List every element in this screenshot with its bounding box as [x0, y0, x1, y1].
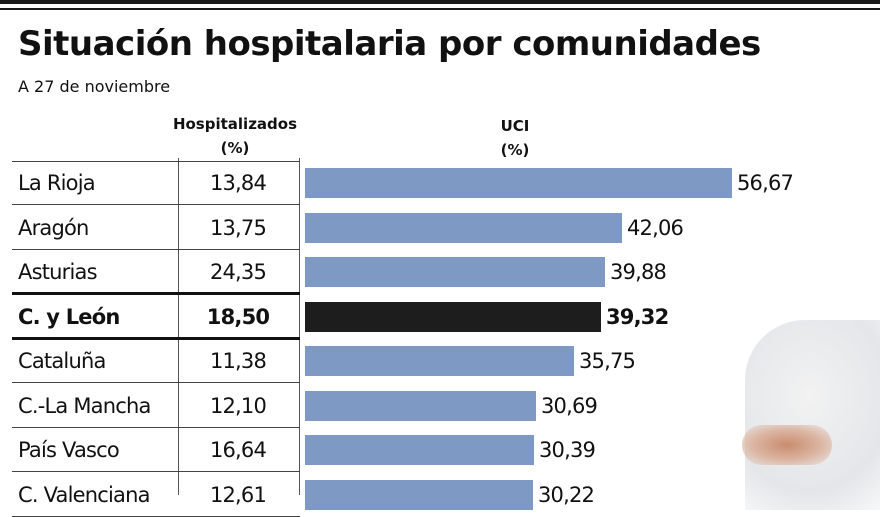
background-photo: [745, 320, 880, 510]
row-separator: [12, 515, 300, 517]
hospitalized-value: 11,38: [209, 349, 267, 373]
hospitalized-value: 12,10: [209, 393, 267, 418]
uci-value-label: 56,67: [737, 171, 794, 195]
uci-value-label: 39,32: [606, 304, 669, 329]
table-row: C. y León 18,50: [12, 295, 300, 340]
hospitalized-value: 18,50: [206, 304, 270, 329]
uci-bar: [305, 435, 534, 465]
category-label: Cataluña: [18, 349, 106, 373]
row-separator: [12, 292, 300, 295]
column-divider-right: [299, 158, 300, 495]
background-photo-detail: [742, 425, 832, 465]
uci-header-label: UCI: [500, 117, 530, 135]
hospitalized-column-header: Hospitalizados (%): [150, 112, 320, 160]
row-separator: [12, 248, 300, 250]
hospitalized-value: 16,64: [209, 438, 267, 462]
row-separator: [12, 161, 300, 162]
uci-bar: [305, 212, 622, 243]
row-separator: [12, 204, 300, 205]
uci-bar: [305, 168, 732, 198]
uci-value-label: 35,75: [579, 349, 636, 373]
category-label: País Vasco: [18, 438, 120, 462]
table-row: Asturias 24,35: [12, 250, 300, 295]
uci-bar: [305, 301, 601, 332]
uci-header-unit: (%): [500, 141, 530, 159]
uci-value-label: 42,06: [627, 215, 684, 240]
column-divider-left: [178, 158, 179, 495]
uci-value-label: 39,88: [610, 260, 667, 284]
category-label: Asturias: [18, 260, 98, 284]
hospitalized-header-label: Hospitalizados: [172, 115, 298, 133]
row-separator: [12, 336, 300, 340]
hospitalized-value: 13,84: [209, 171, 267, 195]
category-label: C.-La Mancha: [18, 393, 151, 418]
hospitalized-header-unit: (%): [220, 139, 250, 157]
top-rule-secondary: [0, 8, 880, 10]
uci-value-label: 30,39: [539, 438, 596, 462]
table-row: C.-La Mancha 12,10: [12, 384, 300, 428]
table-row: Cataluña 11,38: [12, 339, 300, 383]
chart-title: Situación hospitalaria por comunidades: [18, 24, 761, 64]
uci-bar: [305, 390, 536, 421]
table-row: Aragón 13,75: [12, 206, 300, 250]
category-label: C. y León: [18, 304, 120, 329]
chart-subtitle: A 27 de noviembre: [18, 77, 171, 96]
row-separator: [12, 471, 300, 472]
uci-value-label: 30,69: [541, 393, 598, 418]
row-separator: [12, 426, 300, 428]
uci-bar: [305, 257, 605, 287]
hospitalized-value: 13,75: [209, 215, 267, 240]
top-rule: [0, 0, 880, 4]
uci-bar: [305, 346, 574, 376]
hospitalized-value: 24,35: [209, 260, 267, 284]
uci-column-header: UCI (%): [455, 114, 575, 162]
category-label: La Rioja: [18, 171, 96, 195]
row-separator: [12, 382, 300, 383]
table-row: La Rioja 13,84: [12, 161, 300, 205]
category-label: Aragón: [18, 215, 89, 240]
table-row: País Vasco 16,64: [12, 428, 300, 472]
